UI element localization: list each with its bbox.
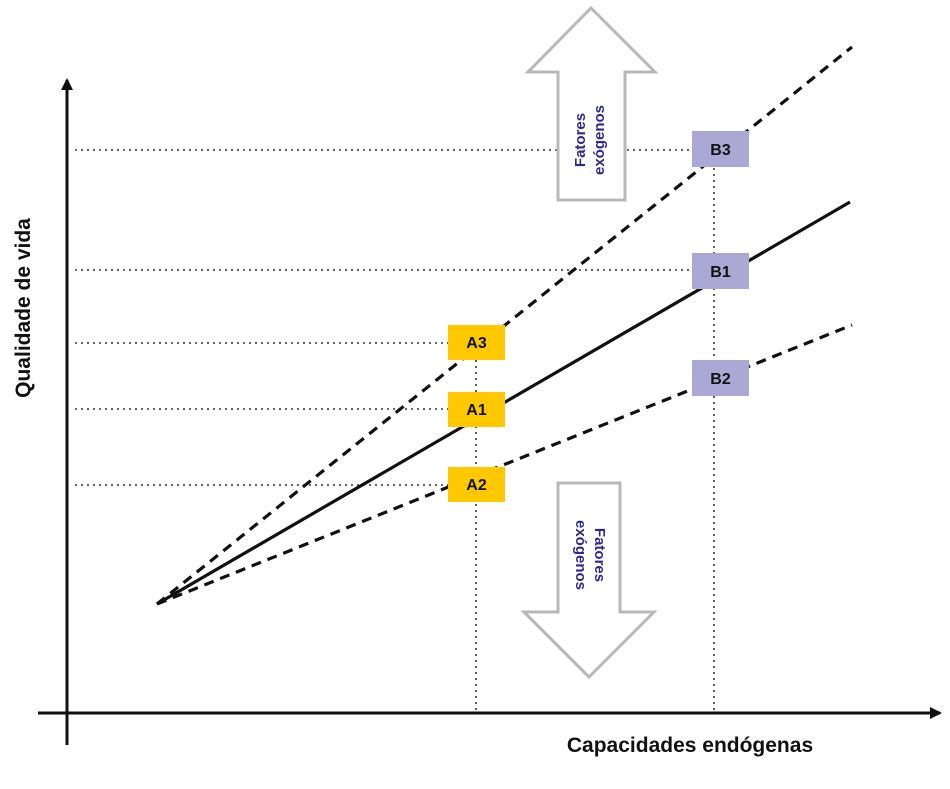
up-arrow: Fatores exógenos (524, 5, 659, 202)
box-a1-label: A1 (466, 402, 487, 419)
down-arrow: Fatores exógenos (520, 481, 658, 680)
up-arrow-label-line1: Fatores (572, 113, 589, 167)
up-arrow-label-line2: exógenos (591, 105, 608, 175)
box-b1-label: B1 (710, 264, 731, 281)
box-b1: B1 (692, 253, 749, 289)
down-arrow-outline (520, 481, 658, 680)
box-b3: B3 (692, 131, 749, 167)
box-a3: A3 (448, 325, 505, 360)
box-b2-label: B2 (710, 371, 731, 388)
box-b2: B2 (692, 360, 749, 396)
box-a2-label: A2 (466, 477, 487, 494)
x-axis-label: Capacidades endógenas (567, 734, 813, 757)
box-a1: A1 (448, 392, 505, 427)
y-axis-label: Qualidade de vida (12, 218, 35, 398)
box-a2: A2 (448, 467, 505, 502)
box-b3-label: B3 (710, 142, 731, 159)
up-arrow-outline (524, 5, 659, 202)
down-arrow-label-line1: Fatores (591, 528, 608, 582)
down-arrow-label-line2: exógenos (572, 520, 589, 590)
box-a3-label: A3 (466, 335, 487, 352)
lower-dashed-line (156, 323, 853, 606)
